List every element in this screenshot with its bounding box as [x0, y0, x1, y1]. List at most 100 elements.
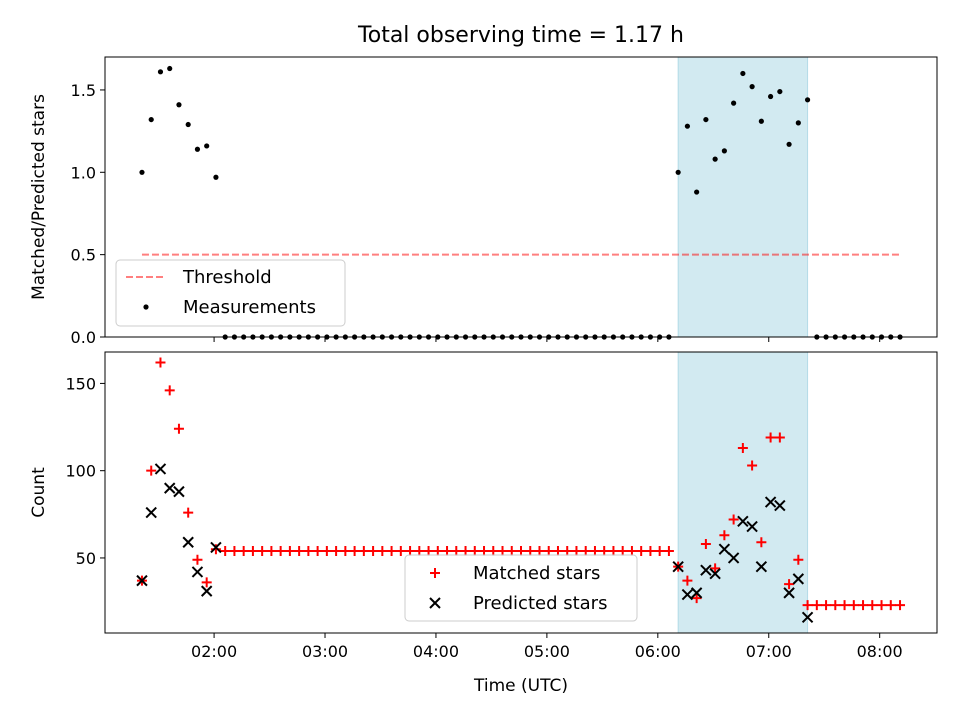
legend-threshold-label: Threshold [182, 267, 272, 288]
predicted-stars-point [145, 506, 157, 519]
predicted-stars-point [709, 567, 721, 580]
predicted-stars-point [164, 482, 176, 494]
matched-stars-point [848, 600, 859, 611]
matched-stars-point [626, 545, 637, 556]
x-tick-label: 04:00 [413, 642, 459, 661]
matched-stars-point [201, 577, 212, 588]
matched-stars-point [756, 537, 767, 548]
matched-stars-point [294, 545, 305, 556]
matched-stars-point [146, 465, 157, 476]
y-tick-label: 0.0 [71, 328, 96, 347]
matched-stars-point [312, 545, 323, 556]
predicted-stars-point [718, 543, 731, 555]
y-tick-label: 1.0 [71, 163, 96, 182]
y-tick-label: 1.5 [71, 81, 96, 100]
measurement-point [157, 69, 164, 75]
predicted-stars-point [191, 566, 204, 578]
legend-matched-swatch [430, 568, 440, 578]
matched-stars-point [460, 545, 471, 556]
x-tick-label: 07:00 [746, 642, 792, 661]
measurement-point [684, 123, 691, 129]
matched-stars-point [608, 545, 619, 556]
measurement-point [204, 143, 210, 149]
x-axis-label: Time (UTC) [473, 676, 568, 696]
matched-stars-point [266, 545, 277, 556]
predicted-stars-point [746, 520, 758, 533]
legend-predicted-swatch [429, 597, 441, 609]
matched-stars-point [442, 545, 453, 556]
matched-stars-point [155, 357, 166, 368]
matched-stars-point [663, 545, 674, 556]
measurement-point [675, 169, 681, 175]
predicted-stars-point [173, 485, 185, 498]
matched-stars-point [580, 545, 591, 556]
matched-stars-point [432, 545, 443, 556]
measurement-point [795, 120, 801, 126]
predicted-stars-point [210, 541, 222, 554]
measurement-point [740, 70, 746, 77]
matched-stars-point [386, 545, 397, 556]
y-tick-label: 150 [65, 374, 96, 393]
matched-stars-point [395, 545, 406, 556]
matched-stars-point [488, 545, 499, 556]
x-tick-label: 03:00 [302, 642, 348, 661]
measurement-point [804, 97, 811, 103]
y-tick-label: 100 [65, 462, 96, 481]
matched-stars-point [784, 579, 795, 590]
matched-stars-point [793, 554, 804, 565]
legend-matched-label: Matched stars [473, 563, 600, 584]
matched-stars-point [811, 600, 822, 611]
matched-stars-point [275, 545, 286, 556]
matched-stars-point [183, 507, 194, 518]
x-tick-label: 02:00 [191, 642, 237, 661]
measurement-point [749, 84, 755, 90]
measurement-point [194, 146, 201, 152]
predicted-stars-point [136, 574, 148, 587]
legend-predicted-label: Predicted stars [473, 593, 607, 614]
matched-stars-point [479, 545, 490, 556]
matched-stars-point [839, 600, 850, 611]
matched-stars-point [895, 600, 906, 611]
measurement-point [703, 116, 709, 123]
predicted-stars-point [154, 463, 167, 475]
matched-stars-point [682, 575, 693, 586]
y-axis-label: Matched/Predicted stars [29, 94, 49, 300]
matched-stars-point [885, 600, 896, 611]
matched-stars-point [451, 545, 462, 556]
matched-stars-point [645, 545, 656, 556]
measurement-point [694, 189, 700, 195]
matched-stars-point [765, 432, 776, 443]
x-tick-label: 08:00 [857, 642, 903, 661]
measurement-point [731, 100, 737, 106]
predicted-stars-point [672, 560, 684, 573]
measurement-point [176, 102, 182, 108]
matched-stars-point [173, 423, 184, 434]
matched-stars-point [220, 545, 231, 556]
matched-stars-point [700, 538, 711, 549]
measurement-point [786, 141, 792, 147]
measurement-point [721, 148, 727, 154]
matched-stars-point [525, 545, 536, 556]
predicted-stars-point [801, 611, 814, 623]
matched-stars-point [229, 545, 240, 556]
matched-stars-point [534, 545, 545, 556]
matched-stars-point [377, 545, 388, 556]
matched-stars-point [719, 530, 730, 541]
matched-stars-point [552, 545, 563, 556]
matched-stars-point [737, 442, 748, 453]
matched-stars-point [358, 545, 369, 556]
predicted-stars-point [182, 536, 194, 548]
predicted-stars-point [783, 587, 795, 599]
matched-stars-point [589, 545, 600, 556]
y-tick-label: 0.5 [71, 246, 96, 265]
measurement-point [768, 93, 774, 100]
x-tick-label: 05:00 [524, 642, 570, 661]
matched-stars-point [423, 545, 434, 556]
matched-stars-point [257, 545, 268, 556]
measurement-point [148, 116, 154, 123]
matched-stars-point [340, 545, 351, 556]
matched-stars-point [858, 600, 869, 611]
x-tick-label: 06:00 [635, 642, 681, 661]
matched-stars-point [414, 545, 425, 556]
